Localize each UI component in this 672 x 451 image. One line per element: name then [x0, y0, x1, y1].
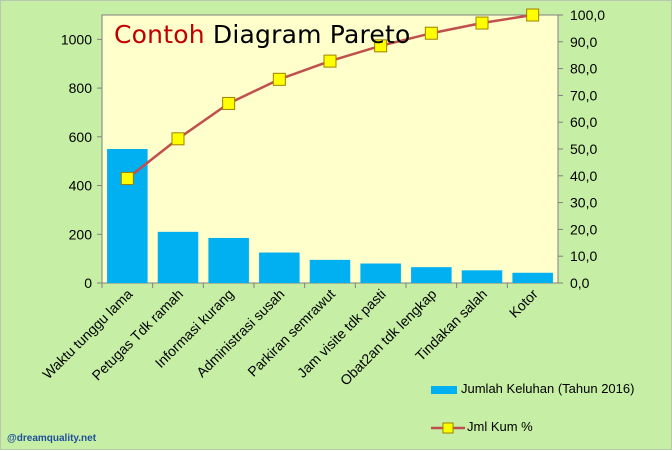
left-axis-tick-label: 800 — [69, 80, 93, 96]
right-axis-tick-label: 90,0 — [570, 34, 597, 50]
x-axis-category-label: Administrasi susah — [193, 286, 287, 380]
x-axis-category-label: Parkiran semrawut — [244, 286, 338, 380]
x-axis-category-label: Petugas Tdk ramah — [89, 286, 187, 384]
x-axis-category-label: Kotor — [506, 286, 541, 321]
right-axis-tick-label: 30,0 — [570, 195, 597, 211]
x-axis-category-label: Obat2an tdk lengkap — [337, 286, 440, 389]
chart-title-highlight: Contoh — [114, 20, 205, 49]
chart-title-main: Diagram Pareto — [212, 20, 411, 49]
right-axis-tick-label: 0,0 — [570, 275, 590, 291]
left-axis-tick-label: 0 — [84, 275, 92, 291]
right-axis-tick-label: 40,0 — [570, 168, 597, 184]
cumulative-point — [475, 16, 489, 30]
right-axis-tick-label: 70,0 — [570, 87, 597, 103]
bar — [411, 267, 452, 283]
bar — [360, 263, 401, 283]
legend-line-label: Jml Kum % — [467, 419, 533, 434]
cumulative-point — [222, 96, 236, 110]
x-axis-category-label: Waktu tunggu lama — [39, 286, 135, 382]
legend-line-swatch — [431, 422, 465, 434]
bar — [512, 272, 553, 283]
bar — [208, 237, 249, 283]
cumulative-point — [424, 26, 438, 40]
right-axis-tick-label: 60,0 — [570, 114, 597, 130]
cumulative-point — [374, 39, 388, 53]
x-axis-category-label: Jam visite tdk pasti — [294, 286, 389, 381]
legend-item-line: Jml Kum % — [431, 419, 533, 434]
cumulative-point — [526, 8, 540, 22]
left-axis-tick-label: 600 — [69, 129, 93, 145]
left-axis-tick-label: 1000 — [61, 31, 92, 47]
bar — [157, 231, 199, 283]
watermark-text: @dreamquality.net — [7, 433, 97, 444]
left-axis-tick-label: 200 — [69, 226, 93, 242]
cumulative-point — [171, 132, 185, 146]
left-axis-tick-label: 400 — [69, 178, 93, 194]
legend-bar-swatch — [431, 385, 457, 394]
right-axis-tick-label: 100,0 — [570, 7, 605, 23]
cumulative-point — [272, 72, 286, 86]
cumulative-point — [120, 171, 134, 185]
chart-title: Contoh Diagram Pareto — [114, 20, 410, 49]
legend-bar-label: Jumlah Keluhan (Tahun 2016) — [461, 381, 635, 396]
bar — [309, 259, 351, 283]
bar — [259, 252, 300, 283]
right-axis-tick-label: 80,0 — [570, 61, 597, 77]
bar — [107, 149, 148, 283]
cumulative-point — [323, 54, 337, 68]
right-axis-tick-label: 10,0 — [570, 248, 597, 264]
right-axis-tick-label: 20,0 — [570, 221, 597, 237]
right-axis-tick-label: 50,0 — [570, 141, 597, 157]
bar — [461, 270, 503, 283]
legend-item-bars: Jumlah Keluhan (Tahun 2016) — [431, 381, 634, 396]
